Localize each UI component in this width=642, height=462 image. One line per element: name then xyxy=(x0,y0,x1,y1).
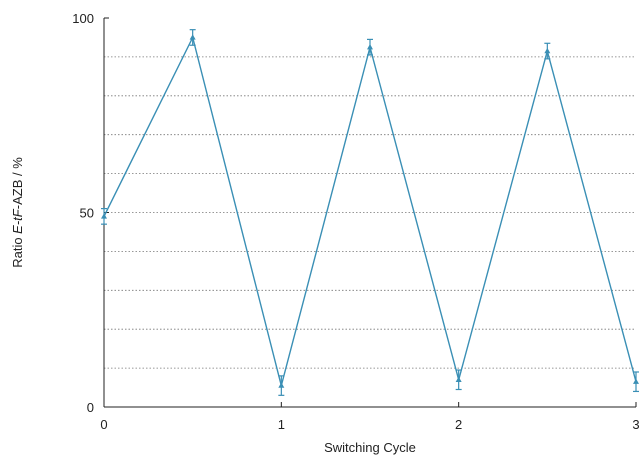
y-tick-label: 100 xyxy=(72,11,94,26)
y-axis-title-italic: E-tF xyxy=(10,208,25,234)
data-point xyxy=(189,34,196,40)
data-point xyxy=(278,382,285,388)
data-point xyxy=(455,376,462,382)
data-point xyxy=(101,213,107,219)
x-axis-title: Switching Cycle xyxy=(324,440,416,455)
grid-lines xyxy=(104,56,636,369)
y-axis-title-prefix: Ratio xyxy=(10,234,25,268)
series-line xyxy=(103,35,637,389)
data-point xyxy=(544,47,551,54)
tick-labels: 0 50 100 0 1 2 3 xyxy=(72,11,639,432)
x-tick-label: 3 xyxy=(632,417,639,432)
data-series xyxy=(101,29,639,396)
y-tick-label: 0 xyxy=(87,400,94,415)
data-point xyxy=(367,43,373,50)
x-tick-label: 0 xyxy=(100,417,107,432)
y-axis-title: Ratio E-tF-AZB / % xyxy=(10,157,25,268)
data-point xyxy=(633,378,639,384)
y-axis-title-suffix: -AZB / % xyxy=(10,157,25,209)
x-tick-label: 2 xyxy=(455,417,462,432)
y-tick-label: 50 xyxy=(80,206,94,221)
x-tick-label: 1 xyxy=(278,417,285,432)
